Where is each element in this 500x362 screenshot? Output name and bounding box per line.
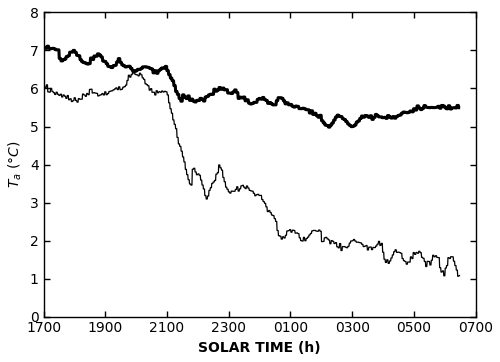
X-axis label: SOLAR TIME (h): SOLAR TIME (h)	[198, 341, 321, 355]
Y-axis label: $T_a\ (°C)$: $T_a\ (°C)$	[7, 141, 24, 188]
